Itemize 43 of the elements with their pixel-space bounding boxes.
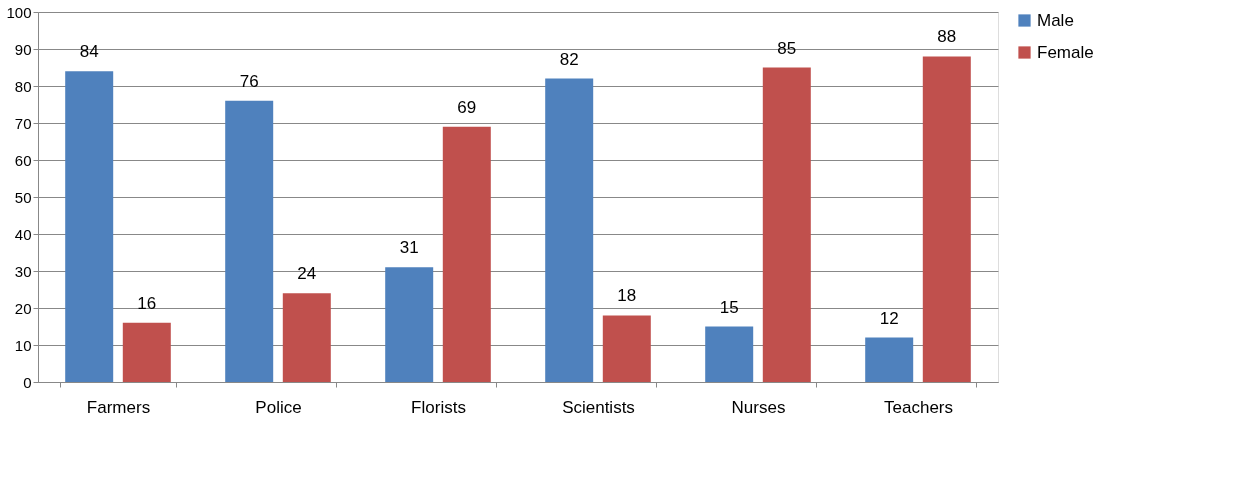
y-tick-label: 0 <box>23 373 32 391</box>
data-label: 85 <box>777 38 797 58</box>
x-tick-label: Police <box>255 397 302 417</box>
bar <box>545 78 594 382</box>
bar <box>705 326 754 382</box>
data-label: 15 <box>719 297 739 317</box>
x-tick-label: Farmers <box>86 397 151 417</box>
y-tick-label: 90 <box>14 40 32 58</box>
y-tick-label: 20 <box>14 299 32 317</box>
data-label: 76 <box>239 71 259 91</box>
bar <box>225 100 274 382</box>
y-tick-label: 10 <box>14 336 32 354</box>
data-label: 24 <box>297 264 317 284</box>
data-label: 69 <box>457 97 477 117</box>
data-label: 84 <box>79 42 99 62</box>
bar <box>122 322 171 382</box>
data-label: 12 <box>879 308 899 328</box>
bar <box>442 126 491 382</box>
data-label: 16 <box>137 293 157 313</box>
y-tick-label: 100 <box>6 3 32 21</box>
y-tick-label: 40 <box>14 225 32 243</box>
data-label: 31 <box>399 238 419 258</box>
y-tick-label: 60 <box>14 151 32 169</box>
data-label: 18 <box>617 286 637 306</box>
bar <box>282 293 331 382</box>
y-tick-label: 80 <box>14 77 32 95</box>
x-tick-label: Scientists <box>562 397 635 417</box>
legend-label: Female <box>1037 42 1094 62</box>
x-tick-label: Nurses <box>731 397 786 417</box>
legend-label: Male <box>1037 10 1074 30</box>
data-label: 88 <box>937 27 957 47</box>
x-tick-label: Florists <box>411 397 466 417</box>
y-tick-label: 30 <box>14 262 32 280</box>
x-tick-label: Teachers <box>884 397 953 417</box>
bar <box>602 315 651 382</box>
bar <box>922 56 971 382</box>
y-tick-label: 50 <box>14 188 32 206</box>
bar <box>865 337 914 382</box>
data-label: 82 <box>559 49 579 69</box>
bar <box>385 267 434 382</box>
bar <box>65 71 114 382</box>
bar <box>762 67 811 382</box>
y-tick-label: 70 <box>14 114 32 132</box>
